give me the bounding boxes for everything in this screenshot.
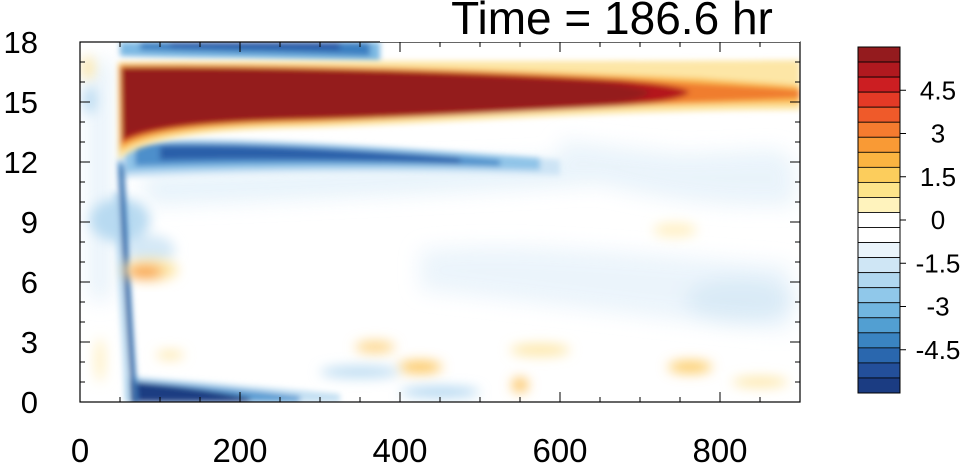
colorbar-tick-label: -4.5 [916,335,961,365]
colorbar-swatch [857,347,901,364]
colorbar: 4.5 3 1.5 0 -1.5 -3 -4.5 [857,46,961,394]
y-tick-label: 18 [4,25,38,60]
colorbar-swatch [857,272,901,289]
colorbar-swatch [857,317,901,334]
colorbar-swatch [857,151,901,168]
colorbar-swatch [857,197,901,213]
colorbar-swatch [857,106,901,123]
colorbar-tick-label: 0 [931,205,945,235]
x-axis: 0 200 400 600 800 [71,42,801,469]
colorbar-swatch [857,46,901,63]
heatmap-field [80,42,800,402]
y-tick-label: 15 [4,85,38,120]
colorbar-swatch [857,227,901,243]
colorbar-swatch [857,362,901,379]
colorbar-tick-label: 4.5 [920,75,956,105]
colorbar-swatch [857,287,901,304]
colorbar-swatch [857,302,901,319]
colorbar-swatch [857,166,901,183]
y-tick-label: 3 [21,325,38,360]
x-tick-label: 0 [71,432,89,469]
colorbar-swatch [857,181,901,198]
y-tick-label: 12 [4,145,38,180]
y-tick-label: 0 [21,385,38,420]
colorbar-swatch [857,377,901,394]
y-axis: 0 3 6 9 12 15 18 [4,25,800,420]
colorbar-swatch [857,61,901,78]
colorbar-swatch [857,332,901,349]
y-tick-label: 9 [21,205,38,240]
colorbar-swatch [857,121,901,138]
x-tick-label: 400 [372,432,427,469]
colorbar-tick-label: -1.5 [916,248,961,278]
colorbar-swatch [857,212,901,228]
colorbar-swatch [857,136,901,153]
x-tick-label: 800 [692,432,747,469]
chart-title: Time = 186.6 hr [451,0,773,44]
colorbar-tick-label: 3 [931,119,945,149]
x-tick-label: 200 [212,432,267,469]
x-tick-label: 600 [532,432,587,469]
colorbar-swatch [857,257,901,274]
colorbar-tick-label: 1.5 [920,162,956,192]
y-tick-label: 6 [21,265,38,300]
colorbar-swatch [857,76,901,93]
colorbar-tick-label: -3 [926,292,949,322]
colorbar-swatch [857,242,901,259]
colorbar-swatch [857,91,901,108]
